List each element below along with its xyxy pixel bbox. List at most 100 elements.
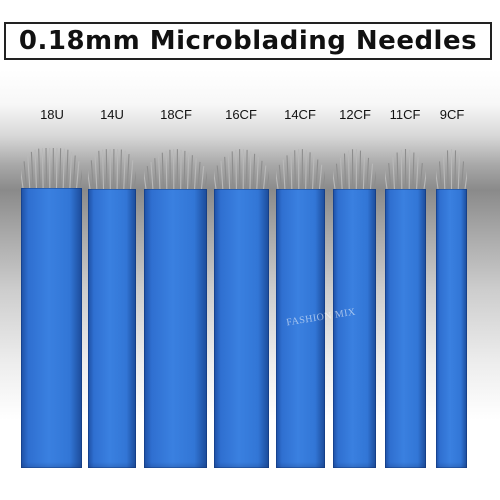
needle-label-12cf: 12CF	[339, 107, 371, 122]
needle-pin	[359, 150, 362, 189]
needle-pin	[362, 153, 366, 189]
needle-16cf	[214, 149, 269, 468]
needle-pin	[94, 154, 98, 189]
needle-pins	[144, 149, 207, 189]
needle-9cf	[436, 149, 467, 468]
needle-pin	[158, 155, 161, 189]
needle-pin	[66, 149, 69, 188]
needle-pin	[366, 157, 370, 189]
needle-pin	[227, 153, 231, 189]
needle-pin	[400, 149, 403, 189]
needle-pin	[23, 161, 27, 188]
needle-pin	[119, 149, 122, 189]
needle-pin	[204, 170, 207, 189]
needle-pin	[282, 159, 286, 189]
needle-pin	[259, 160, 263, 189]
needle-pin	[161, 152, 164, 189]
needle-pin	[436, 170, 439, 189]
needle-pin	[41, 148, 44, 188]
needle-label-14u: 14U	[100, 107, 124, 122]
needle-pin	[224, 156, 227, 189]
needle-pin	[385, 170, 388, 189]
needle-pin	[88, 170, 91, 189]
needle-label-9cf: 9CF	[439, 107, 465, 122]
needle-pin	[246, 149, 248, 189]
needle-blade	[385, 189, 426, 468]
needle-pin	[123, 150, 126, 189]
needle-pin	[90, 160, 94, 189]
needle-pin	[21, 169, 24, 188]
needle-pin	[369, 163, 374, 189]
needle-pin	[76, 161, 80, 188]
needle-pin	[457, 154, 461, 189]
needle-label-18cf: 18CF	[160, 107, 192, 122]
needle-pin	[312, 155, 315, 189]
needle-pin	[231, 151, 234, 189]
needle-18cf	[144, 149, 207, 468]
page-title: 0.18mm Microblading Needles	[18, 26, 478, 56]
needle-pin	[38, 148, 41, 188]
needle-pin	[200, 166, 205, 189]
needle-pin	[59, 148, 62, 188]
needle-pin	[126, 154, 130, 189]
needle-pin	[347, 150, 350, 189]
needle-pin	[318, 164, 323, 189]
needle-pin	[190, 155, 193, 189]
needle-pin	[423, 170, 426, 189]
needle-pin	[412, 152, 415, 189]
needle-pin	[130, 160, 134, 189]
needle-pin	[335, 163, 340, 189]
needle-pin	[416, 156, 419, 189]
needle-pin	[442, 154, 446, 189]
needle-11cf	[385, 149, 426, 468]
needle-pin	[133, 170, 136, 189]
needle-pin	[343, 153, 347, 189]
needle-pin	[290, 152, 293, 189]
needle-pin	[266, 170, 269, 189]
needle-pin	[98, 150, 101, 189]
needle-pin	[263, 165, 267, 189]
needle-pin	[72, 155, 76, 188]
needle-pin	[45, 147, 48, 188]
needle-pins	[276, 149, 325, 189]
needle-pin	[392, 156, 395, 189]
needle-pin	[183, 150, 186, 189]
needle-pin	[249, 151, 252, 189]
needle-pin	[154, 158, 157, 189]
needle-18u	[21, 147, 82, 468]
needle-blade	[214, 189, 269, 468]
needle-pin	[339, 157, 343, 189]
needle-pin	[194, 158, 197, 189]
needle-pin	[373, 170, 376, 189]
needle-pin	[216, 165, 220, 189]
needle-blade	[436, 189, 467, 468]
needle-12cf	[333, 149, 376, 468]
needle-pin	[150, 161, 154, 189]
needle-pins	[385, 149, 426, 189]
needle-pin	[315, 159, 319, 189]
needle-pin	[388, 163, 392, 189]
needle-pin	[34, 149, 37, 188]
needle-label-18u: 18U	[40, 107, 64, 122]
needle-blade	[88, 189, 136, 468]
needle-pin	[79, 169, 82, 188]
needle-pin	[62, 148, 65, 188]
needle-blade	[276, 189, 325, 468]
needle-pin	[256, 156, 259, 189]
needle-pin	[165, 150, 168, 189]
needle-pin	[197, 161, 201, 189]
needle-pin	[187, 152, 190, 189]
needle-pin	[30, 151, 34, 188]
needle-pin	[27, 155, 31, 188]
needle-pins	[21, 147, 82, 188]
needle-pin	[105, 149, 108, 189]
needle-pin	[464, 170, 467, 189]
needle-pin	[308, 152, 311, 189]
needle-pin	[461, 161, 465, 189]
needle-pins	[436, 149, 467, 189]
needle-pin	[276, 170, 279, 189]
needle-pin	[438, 161, 442, 189]
needle-pin	[278, 164, 283, 189]
needle-pins	[214, 149, 269, 189]
needle-pin	[396, 152, 399, 189]
